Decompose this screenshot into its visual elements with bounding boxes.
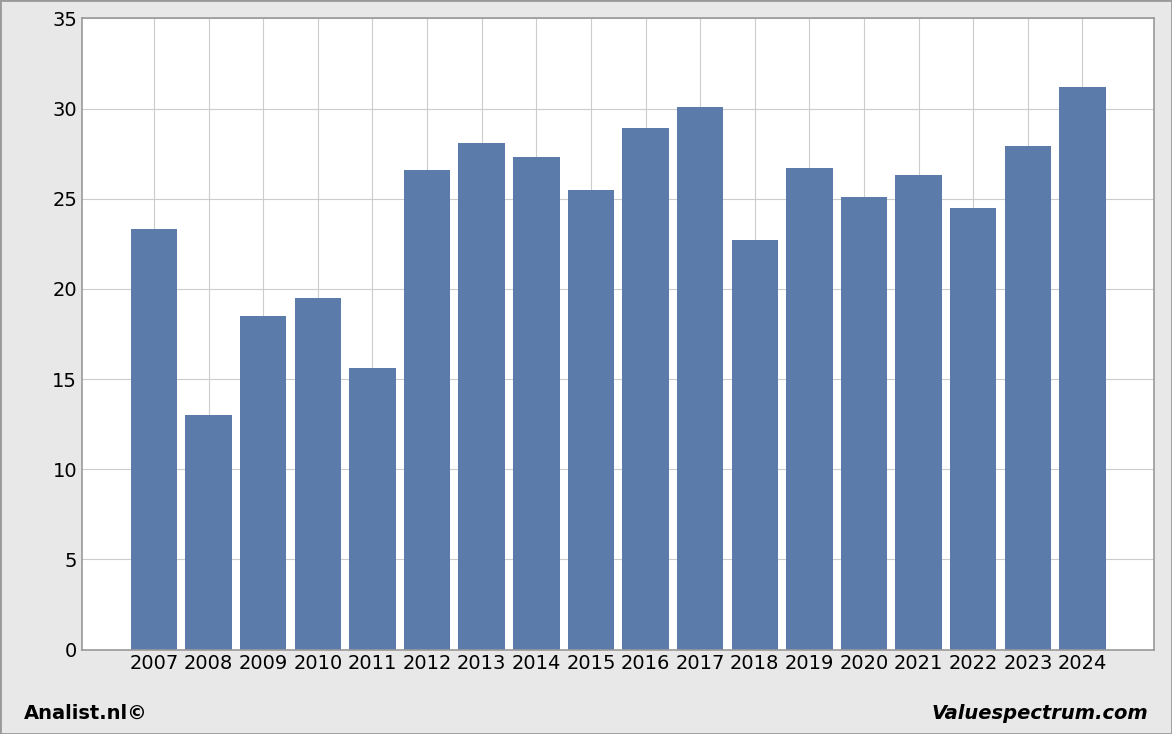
Bar <box>349 368 396 650</box>
Bar <box>294 298 341 650</box>
Bar <box>567 189 614 650</box>
Bar <box>404 170 450 650</box>
Text: Valuespectrum.com: Valuespectrum.com <box>932 704 1149 723</box>
Bar <box>131 229 177 650</box>
Bar <box>185 415 232 650</box>
Bar <box>786 168 832 650</box>
Text: Analist.nl©: Analist.nl© <box>23 704 148 723</box>
Bar <box>622 128 669 650</box>
Bar <box>895 175 942 650</box>
Bar <box>731 240 778 650</box>
Bar <box>1059 87 1105 650</box>
Bar <box>950 208 996 650</box>
Bar <box>458 143 505 650</box>
Bar <box>240 316 286 650</box>
Bar <box>840 197 887 650</box>
Bar <box>513 157 559 650</box>
Bar <box>1004 146 1051 650</box>
Bar <box>677 106 723 650</box>
